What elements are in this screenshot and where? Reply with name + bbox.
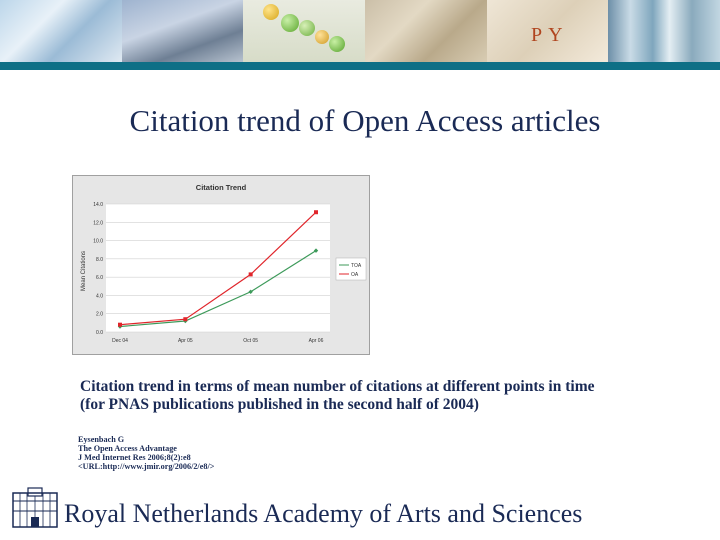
banner-photo-test-tubes — [608, 0, 720, 62]
chart-title: Citation Trend — [196, 183, 247, 192]
series-line-oa — [119, 211, 317, 326]
slide-title: Citation trend of Open Access articles — [129, 103, 601, 138]
citation-trend-chart: Citation Trend Mean Citations 0.0 2.0 4.0 6… — [73, 176, 369, 354]
banner-photo-observatory — [122, 0, 243, 62]
data-point-oa — [314, 210, 318, 215]
x-tick-label: Dec 04 — [112, 338, 128, 344]
y-tick-label: 0.0 — [96, 330, 103, 336]
y-tick-label: 4.0 — [96, 293, 103, 299]
x-tick-label: Oct 05 — [243, 338, 258, 344]
header-band — [0, 62, 720, 70]
banner-photo-texture — [365, 0, 487, 62]
reference-journal: J Med Internet Res 2006;8(2):e8 — [78, 453, 191, 462]
y-axis-label: Mean Citations — [81, 251, 87, 291]
chart-caption: Citation trend in terms of mean number o… — [80, 378, 700, 414]
y-tick-label: 12.0 — [93, 220, 103, 226]
reference-author: Eysenbach G — [78, 435, 125, 444]
reference-url[interactable]: <URL:http://www.jmir.org/2006/2/e8/> — [78, 462, 215, 471]
legend-label-toa: TOA — [351, 263, 362, 269]
caption-line-1: Citation trend in terms of mean number o… — [80, 378, 595, 395]
data-point-toa — [248, 289, 253, 294]
data-point-toa — [313, 248, 319, 253]
y-tick-label: 2.0 — [96, 312, 103, 318]
plot-area — [106, 204, 330, 332]
citation-chart-frame: Citation Trend Mean Citations 0.0 2.0 4.0 6… — [72, 175, 370, 355]
y-tick-label: 6.0 — [96, 275, 103, 281]
data-point-oa — [183, 317, 188, 322]
banner-photo-manuscript: ΡΥ — [487, 0, 608, 62]
y-tick-label: 14.0 — [93, 202, 103, 208]
legend-label-oa: OA — [351, 272, 359, 278]
academy-building-icon — [12, 487, 58, 528]
banner-photo-molecules — [243, 0, 365, 62]
header-banner: ΡΥ — [0, 0, 720, 62]
banner-photo-iceberg — [0, 0, 122, 62]
academy-name: Royal Netherlands Academy of Arts and Sc… — [64, 499, 583, 528]
caption-line-2: (for PNAS publications published in the … — [80, 396, 479, 413]
data-point-oa — [248, 272, 253, 277]
series-line-toa — [119, 250, 317, 328]
data-point-oa — [118, 322, 122, 327]
x-tick-label: Apr 05 — [178, 338, 193, 344]
y-tick-label: 10.0 — [93, 239, 103, 245]
reference-article-title: The Open Access Advantage — [78, 444, 177, 453]
x-tick-label: Apr 06 — [309, 338, 324, 344]
reference-block: Eysenbach G The Open Access Advantage J … — [78, 435, 398, 471]
y-tick-label: 8.0 — [96, 257, 103, 263]
